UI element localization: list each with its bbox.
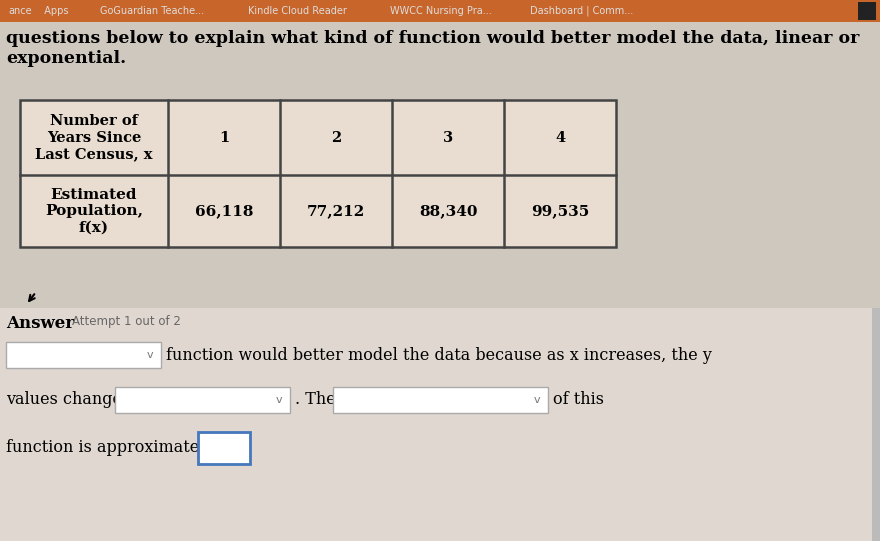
Text: function would better model the data because as x increases, the y: function would better model the data bec… (166, 346, 712, 364)
Text: Estimated
Population,
f(x): Estimated Population, f(x) (45, 188, 143, 234)
Bar (0, 0, 880, 22)
Text: v: v (534, 395, 540, 405)
Text: WWCC Nursing Pra...: WWCC Nursing Pra... (390, 6, 492, 16)
Text: 77,212: 77,212 (307, 204, 365, 218)
Text: 1: 1 (219, 130, 229, 144)
Text: Apps: Apps (38, 6, 69, 16)
Text: Attempt 1 out of 2: Attempt 1 out of 2 (72, 315, 181, 328)
Text: questions below to explain what kind of function would better model the data, li: questions below to explain what kind of … (6, 30, 860, 47)
Bar (872, 308, 880, 541)
Bar (333, 387, 548, 413)
Text: 3: 3 (443, 130, 453, 144)
Text: Dashboard | Comm...: Dashboard | Comm... (530, 6, 634, 16)
Text: 4: 4 (555, 130, 565, 144)
Text: 99,535: 99,535 (531, 204, 589, 218)
Text: Number of
Years Since
Last Census, x: Number of Years Since Last Census, x (35, 114, 153, 161)
Bar (858, 2, 876, 20)
Bar (115, 387, 290, 413)
Bar (20, 100, 616, 247)
Bar (198, 432, 250, 464)
Bar (6, 342, 161, 368)
Text: v: v (276, 395, 282, 405)
Text: 66,118: 66,118 (194, 204, 253, 218)
Bar (20, 100, 616, 247)
Text: values change: values change (6, 392, 122, 408)
Text: 88,340: 88,340 (419, 204, 477, 218)
Text: GoGuardian Teache...: GoGuardian Teache... (100, 6, 204, 16)
Text: v: v (147, 350, 154, 360)
Bar (0, 308, 880, 541)
Text: ance: ance (8, 6, 32, 16)
Text: function is approximately: function is approximately (6, 439, 214, 457)
Text: Answer: Answer (6, 315, 74, 332)
Text: of this: of this (553, 392, 604, 408)
Text: Kindle Cloud Reader: Kindle Cloud Reader (248, 6, 347, 16)
Text: . The: . The (295, 392, 336, 408)
Text: 2: 2 (331, 130, 341, 144)
Text: exponential.: exponential. (6, 50, 126, 67)
